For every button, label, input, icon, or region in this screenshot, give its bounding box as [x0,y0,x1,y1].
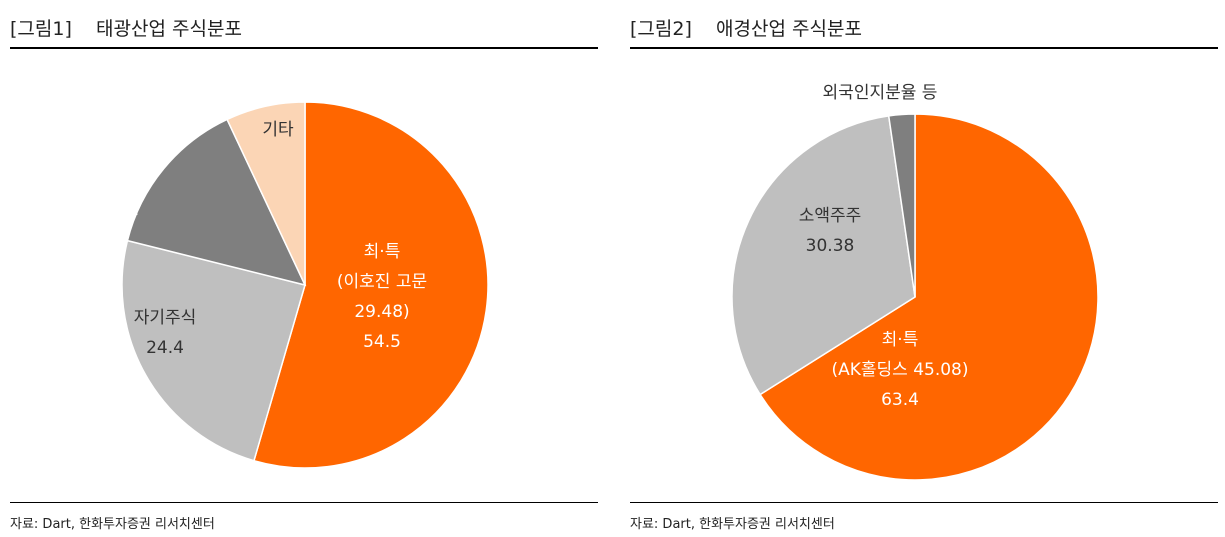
slice-label: 소액주주 [799,206,862,226]
pie-slice [126,118,307,287]
source-note: 자료: Dart, 한화투자증권 리서치센터 [10,517,215,532]
footer-rule [10,502,598,503]
pie-chart-1: 최·특 (이호진 고문 29.48) 54.5 자기주식 24.4 소액주주 14.1 기타 [89,101,489,469]
slice-label: 29.48) [354,302,409,322]
slice-label: (AK홀딩스 45.08) [831,360,968,380]
data-label: 14.1 [101,200,139,220]
data-label: 63.4 [881,390,919,410]
source-note: 자료: Dart, 한화투자증권 리서치센터 [630,517,835,532]
title-rule [10,47,598,49]
slice-label: 기타 [262,120,294,140]
chart-panel-1: [그림1] 태광산업 주식분포 최·특 (이호진 고문 29.48) 54.5 자기주식… [10,0,598,537]
pie-slice [759,113,1099,481]
slice-label: 자기주식 [134,308,197,328]
slice-label: 최·특 [364,242,401,262]
slice-label: 소액주주 [89,170,152,190]
chart-panel-2: [그림2] 애경산업 주식분포 최·특 (AK홀딩스 45.08) 63.4 소액주주… [630,0,1218,537]
title-rule [630,47,1218,49]
data-label: 24.4 [146,338,184,358]
pie-slice [731,115,916,396]
slice-label: (이호진 고문 [337,272,427,292]
pie-chart-2: 최·특 (AK홀딩스 45.08) 63.4 소액주주 30.38 외국인지분율 등 [731,83,1099,481]
slice-label: 외국인지분율 등 [823,83,938,103]
footer-rule [630,502,1218,503]
slice-label: 최·특 [882,330,919,350]
chart-title-2: [그림2] 애경산업 주식분포 [630,18,862,40]
pie-slice [887,113,916,298]
data-label: 54.5 [363,332,401,352]
pie-slice [226,101,306,286]
data-label: 30.38 [806,236,855,256]
pie-slice [253,101,489,469]
chart-title-1: [그림1] 태광산업 주식분포 [10,18,242,40]
pie-slice [121,239,306,462]
